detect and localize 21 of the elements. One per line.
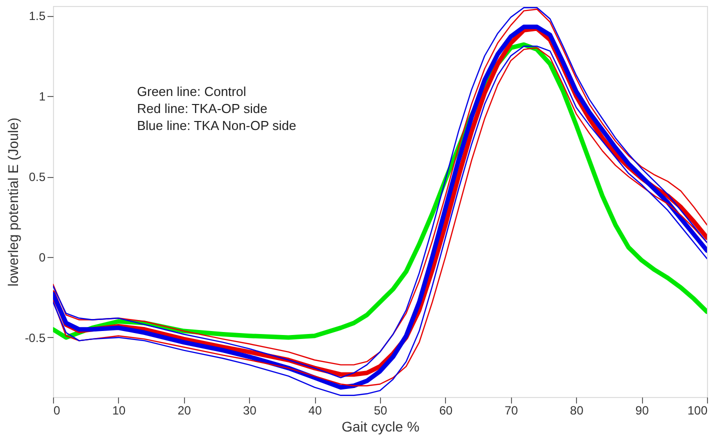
x-tick-label: 50	[374, 404, 388, 418]
x-tick-label: 10	[112, 404, 126, 418]
annotation: Red line: TKA-OP side	[137, 101, 268, 116]
y-tick-label: -0.5	[24, 330, 46, 345]
x-axis-title: Gait cycle %	[342, 418, 420, 434]
x-tick-label: 20	[178, 404, 192, 418]
annotation: Green line: Control	[137, 84, 246, 99]
x-tick-label: 90	[635, 404, 650, 418]
x-tick-label: 30	[243, 404, 257, 418]
y-tick-label: 0	[38, 250, 46, 265]
x-tick-label: 60	[439, 404, 453, 418]
x-tick-label: 80	[570, 404, 584, 418]
x-tick-label: 40	[308, 404, 322, 418]
x-tick-label: 0	[54, 404, 60, 418]
y-tick-label: 1.5	[28, 9, 46, 24]
y-tick-label: 0.5	[28, 170, 46, 184]
y-axis-title: lowerleg potential E (Joule)	[4, 118, 21, 286]
annotation: Blue line: TKA Non-OP side	[137, 118, 296, 133]
x-tick-label: 70	[504, 404, 518, 418]
y-tick-label: 1	[38, 90, 46, 104]
x-tick-label: 100	[687, 404, 708, 418]
